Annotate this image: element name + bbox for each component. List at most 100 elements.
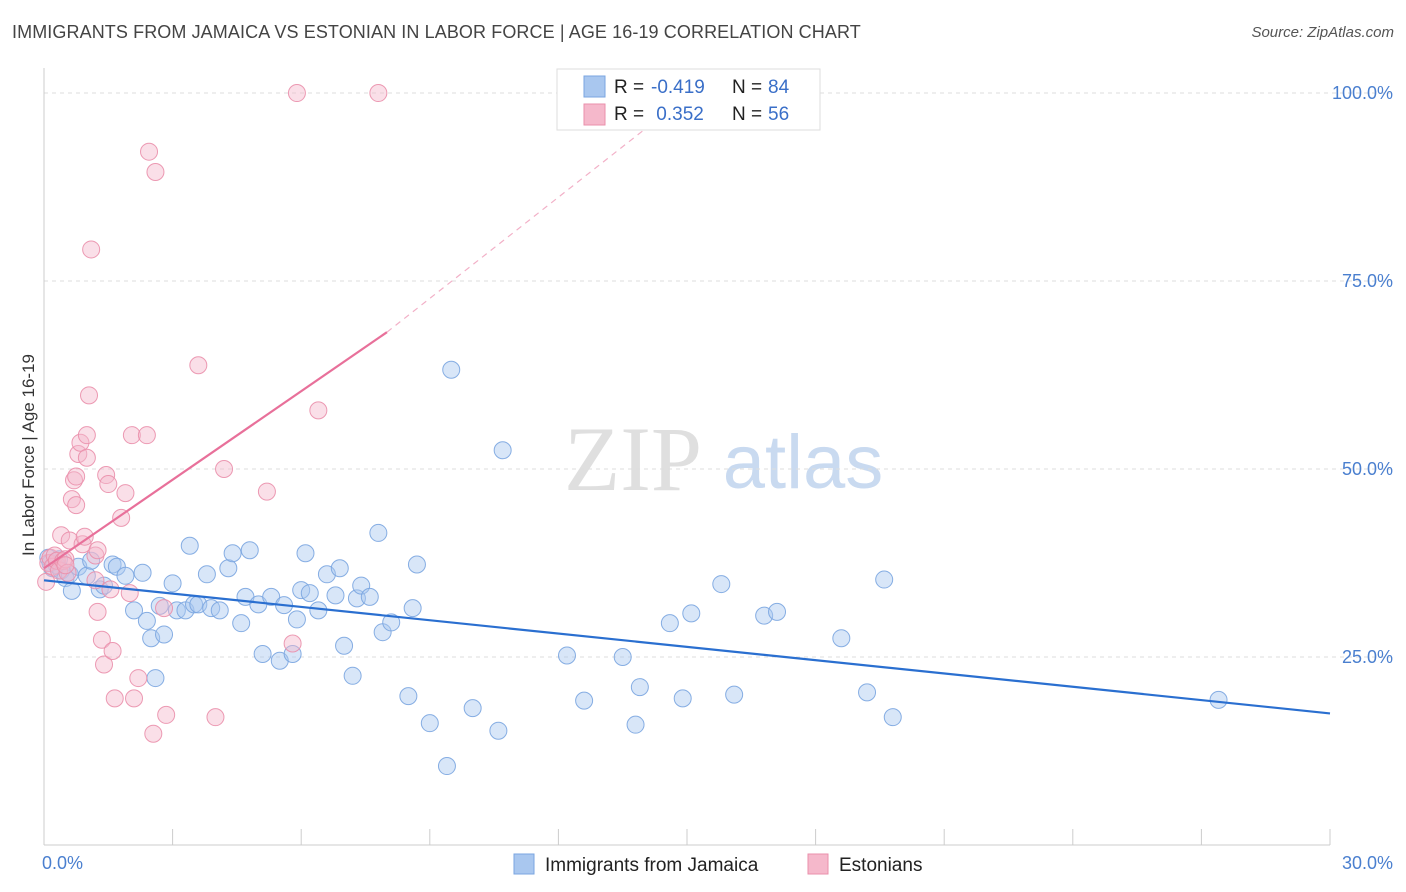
jamaica-point-57: [369, 523, 388, 542]
jamaica-point-18: [133, 563, 152, 582]
jamaica-point-50: [326, 586, 345, 605]
estonians-point-48: [206, 708, 225, 727]
jamaica-point-19: [137, 611, 156, 630]
estonians-point-50: [257, 482, 276, 501]
watermark-atlas: atlas: [723, 420, 884, 505]
estonians-point-10: [58, 563, 77, 582]
jamaica-point-32: [210, 601, 229, 620]
estonians-point-30: [97, 466, 116, 485]
trend-line-jamaica: [43, 579, 1331, 715]
estonians-point-39: [125, 689, 144, 708]
bottom-legend-swatch-blue: [513, 853, 535, 875]
estonians-point-27: [88, 602, 107, 621]
y-tick-label-2: 75.0%: [1342, 271, 1393, 291]
jamaica-point-67: [489, 721, 508, 740]
jamaica-point-83: [875, 570, 894, 589]
jamaica-point-34: [223, 544, 242, 563]
jamaica-point-53: [343, 666, 362, 685]
bottom-legend-estonians: Estonians: [839, 855, 922, 876]
trend-lines: [43, 88, 1331, 715]
estonians-point-36: [116, 484, 135, 503]
jamaica-point-21: [146, 669, 165, 688]
chart-title: IMMIGRANTS FROM JAMAICA VS ESTONIAN IN L…: [12, 22, 861, 42]
jamaica-point-75: [673, 689, 692, 708]
jamaica-point-23: [155, 625, 174, 644]
estonians-point-25: [88, 541, 107, 560]
jamaica-point-70: [575, 691, 594, 710]
jamaica-point-17: [125, 601, 144, 620]
estonians-point-46: [157, 705, 176, 724]
estonians-point-19: [75, 527, 94, 546]
bottom-legend-swatch-pink: [807, 853, 829, 875]
jamaica-point-27: [180, 536, 199, 555]
estonians-point-22: [80, 386, 99, 405]
jamaica-point-82: [858, 683, 877, 702]
grid: [44, 92, 1392, 658]
estonians-point-52: [287, 84, 306, 103]
estonians-point-42: [140, 142, 159, 161]
estonians-point-7: [52, 526, 71, 545]
jamaica-point-65: [442, 360, 461, 379]
estonians-point-32: [101, 580, 120, 599]
series-jamaica-points: [39, 360, 1228, 776]
legend-n-value-1: 84: [768, 77, 790, 98]
jamaica-point-51: [330, 559, 349, 578]
bottom-legend-jamaica: Immigrants from Jamaica: [545, 855, 759, 876]
legend-n-label-2: N =: [732, 104, 762, 125]
jamaica-point-47: [300, 584, 319, 603]
series-estonians-points: [37, 84, 388, 743]
estonians-point-23: [82, 240, 101, 259]
jamaica-point-24: [163, 574, 182, 593]
estonians-point-15: [69, 444, 88, 463]
y-tick-label-1: 50.0%: [1342, 459, 1393, 479]
jamaica-point-76: [682, 604, 701, 623]
jamaica-point-44: [287, 610, 306, 629]
y-axis-label: In Labor Force | Age 16-19: [19, 354, 38, 556]
jamaica-point-71: [613, 648, 632, 667]
estonians-point-51: [283, 634, 302, 653]
jamaica-point-30: [197, 565, 216, 584]
estonians-point-45: [155, 599, 174, 618]
y-tick-label-0: 25.0%: [1342, 647, 1393, 667]
jamaica-point-43: [283, 645, 302, 664]
estonians-point-29: [95, 655, 114, 674]
legend-r-label-1: R =: [614, 77, 644, 98]
estonians-point-54: [369, 84, 388, 103]
jamaica-point-61: [403, 599, 422, 618]
jamaica-point-60: [399, 687, 418, 706]
x-tick-label-1: 30.0%: [1342, 853, 1393, 873]
estonians-point-47: [189, 356, 208, 375]
jamaica-point-74: [660, 614, 679, 633]
bottom-legend: Immigrants from Jamaica Estonians: [513, 853, 922, 876]
y-tick-label-3: 100.0%: [1332, 83, 1393, 103]
estonians-point-44: [146, 162, 165, 181]
jamaica-point-84: [883, 708, 902, 727]
estonians-point-20: [77, 448, 96, 467]
legend-r-label-2: R =: [614, 104, 644, 125]
tick-labels: 25.0% 50.0% 75.0% 100.0% 0.0% 30.0%: [42, 83, 1393, 873]
estonians-point-34: [105, 689, 124, 708]
jamaica-point-33: [219, 559, 238, 578]
estonians-point-31: [99, 475, 118, 494]
legend-n-label-1: N =: [732, 77, 762, 98]
estonians-point-17: [67, 496, 86, 515]
watermark-zip: ZIP: [564, 408, 702, 510]
trend-line-estonians: [43, 331, 388, 570]
jamaica-point-66: [463, 699, 482, 718]
jamaica-point-46: [296, 544, 315, 563]
estonians-point-53: [309, 401, 328, 420]
source-credit: Source: ZipAtlas.com: [1251, 24, 1394, 41]
jamaica-point-37: [240, 541, 259, 560]
jamaica-point-64: [437, 757, 456, 776]
jamaica-point-16: [116, 566, 135, 585]
jamaica-point-62: [407, 555, 426, 574]
axes: [43, 68, 1331, 846]
estonians-point-41: [137, 426, 156, 445]
x-tick-label-0: 0.0%: [42, 853, 83, 873]
jamaica-point-85: [1209, 690, 1228, 709]
jamaica-point-56: [360, 587, 379, 606]
estonians-point-43: [144, 724, 163, 743]
jamaica-point-80: [768, 602, 787, 621]
legend-r-value-1: -0.419: [651, 77, 705, 98]
